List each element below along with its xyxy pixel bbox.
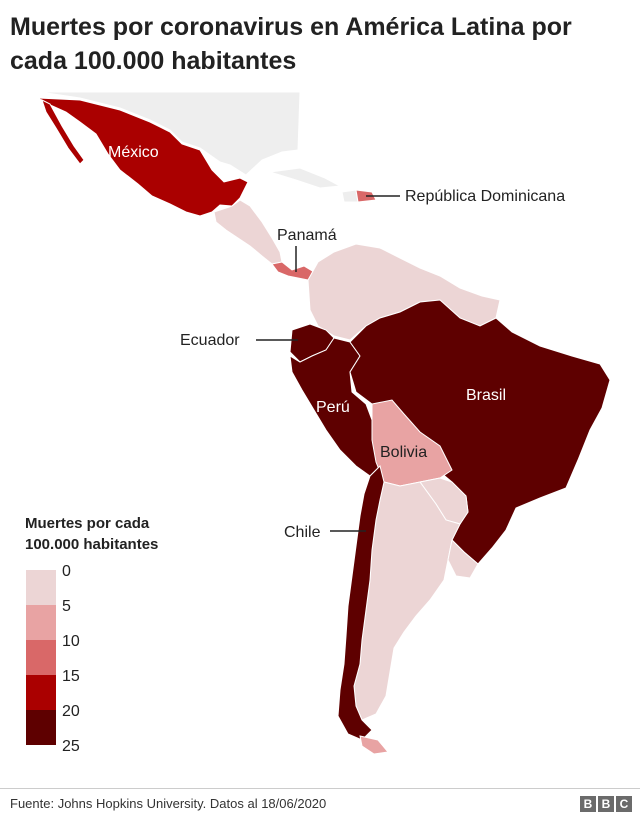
region-usa	[39, 91, 301, 176]
source-note: Fuente: Johns Hopkins University. Datos …	[10, 796, 327, 811]
legend-swatch-10-15	[26, 640, 56, 675]
label-bolivia: Bolivia	[380, 444, 427, 461]
bbc-logo-letter-3: C	[616, 796, 632, 812]
label-chile: Chile	[284, 524, 321, 541]
bbc-logo-letter-2: B	[598, 796, 614, 812]
label-rep-dominicana: República Dominicana	[405, 188, 565, 205]
footer-divider	[0, 788, 640, 789]
legend-tick-5: 5	[62, 598, 71, 615]
legend-title: Muertes por cada 100.000 habitantes	[25, 513, 225, 555]
region-chile	[337, 465, 385, 741]
region-central-america	[213, 199, 283, 265]
bbc-logo-letter-1: B	[580, 796, 596, 812]
legend-swatch-5-10	[26, 605, 56, 640]
region-tierra-del-fuego	[359, 735, 389, 755]
label-mexico: México	[108, 144, 159, 161]
legend-swatch-15-20	[26, 675, 56, 710]
region-baja-california	[41, 99, 85, 165]
legend-swatch-20-25	[26, 710, 56, 745]
legend-swatch-0-5	[26, 570, 56, 605]
label-brasil: Brasil	[466, 387, 506, 404]
map-title: Muertes por coronavirus en América Latin…	[10, 13, 572, 75]
bbc-logo: B B C	[580, 796, 632, 812]
legend-color-scale	[26, 570, 56, 745]
legend-title-line1: Muertes por cada	[25, 515, 150, 532]
legend-tick-0: 0	[62, 563, 71, 580]
legend-tick-20: 20	[62, 703, 80, 720]
legend-tick-15: 15	[62, 668, 80, 685]
legend-tick-10: 10	[62, 633, 80, 650]
region-panama	[271, 261, 315, 281]
legend-title-line2: 100.000 habitantes	[25, 536, 159, 553]
label-peru: Perú	[316, 399, 350, 416]
region-uruguay	[447, 538, 479, 579]
region-cuba	[269, 167, 342, 189]
region-mexico	[37, 97, 249, 217]
legend-tick-25: 25	[62, 738, 80, 755]
label-ecuador: Ecuador	[180, 332, 240, 349]
region-haiti	[341, 189, 359, 203]
label-panama: Panamá	[277, 227, 337, 244]
